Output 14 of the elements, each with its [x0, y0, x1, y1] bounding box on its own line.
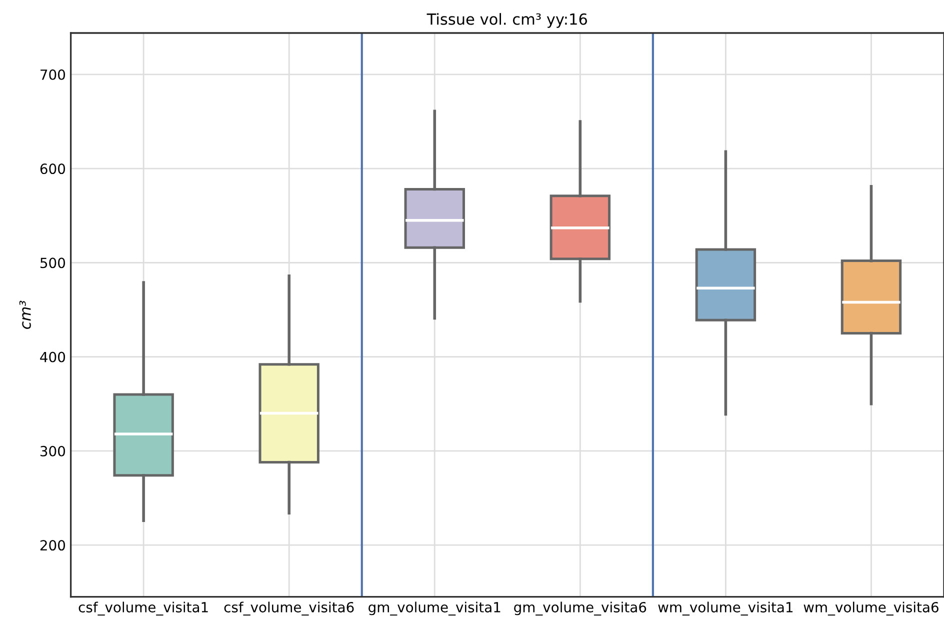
- x-tick-label: csf_volume_visita1: [78, 602, 208, 616]
- y-tick-label: 700: [40, 69, 66, 80]
- y-tick-label: 300: [40, 446, 66, 456]
- y-tick-label: 400: [40, 352, 66, 362]
- x-tick-label: gm_volume_visita1: [368, 602, 500, 616]
- y-tick-label: 500: [40, 258, 66, 268]
- y-tick-label: 200: [40, 540, 66, 551]
- y-axis-title: cm³: [19, 300, 31, 329]
- x-tick-label: csf_volume_visita6: [224, 602, 354, 616]
- x-tick-label: gm_volume_visita6: [514, 602, 646, 616]
- x-tick-label: wm_volume_visita1: [658, 602, 793, 616]
- x-tick-label: wm_volume_visita6: [804, 602, 938, 616]
- chart-title: Tissue vol. cm³ yy:16: [426, 13, 588, 28]
- y-tick-label: 600: [40, 164, 66, 174]
